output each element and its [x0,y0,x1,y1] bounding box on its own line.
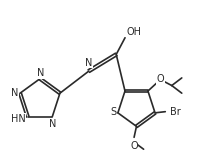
Text: Br: Br [170,107,181,117]
Text: HN: HN [11,114,25,124]
Text: O: O [130,141,138,151]
Text: N: N [11,88,18,98]
Text: S: S [111,107,117,117]
Text: N: N [49,119,56,129]
Text: OH: OH [126,27,141,37]
Text: N: N [85,58,92,68]
Text: N: N [37,68,44,78]
Text: O: O [157,74,164,84]
